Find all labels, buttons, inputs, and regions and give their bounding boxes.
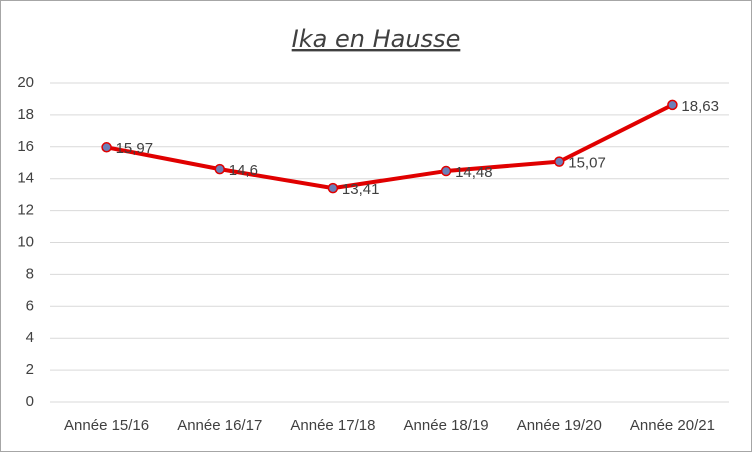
x-tick-label: Année 18/19	[404, 417, 489, 434]
data-label: 15,97	[116, 140, 154, 157]
x-tick-label: Année 16/17	[177, 417, 262, 434]
x-tick-label: Année 15/16	[64, 417, 149, 434]
data-label: 14,6	[229, 162, 258, 179]
x-tick-label: Année 20/21	[630, 417, 715, 434]
marker	[440, 165, 452, 177]
y-tick-label: 4	[26, 329, 34, 346]
x-tick-label: Année 17/18	[290, 417, 375, 434]
y-tick-label: 10	[17, 233, 34, 250]
data-label: 13,41	[342, 181, 380, 198]
line	[106, 103, 674, 191]
marker	[554, 156, 565, 167]
data-label: 15,07	[568, 155, 606, 172]
y-tick-label: 12	[17, 202, 34, 219]
y-tick-label: 0	[26, 393, 34, 410]
y-tick-label: 6	[26, 297, 34, 314]
x-tick-label: Année 19/20	[517, 417, 602, 434]
marker	[327, 182, 339, 194]
y-tick-label: 16	[17, 138, 34, 155]
marker	[101, 142, 112, 153]
chart-title: Ika en Hausse	[292, 25, 461, 53]
data-label: 18,63	[681, 98, 719, 115]
marker	[214, 163, 225, 175]
marker	[667, 99, 678, 111]
y-tick-label: 14	[17, 170, 34, 187]
y-tick-label: 8	[26, 265, 34, 282]
data-label: 14,48	[455, 164, 493, 181]
y-tick-label: 20	[17, 74, 34, 91]
y-tick-label: 18	[17, 106, 34, 123]
y-tick-label: 2	[26, 361, 34, 378]
